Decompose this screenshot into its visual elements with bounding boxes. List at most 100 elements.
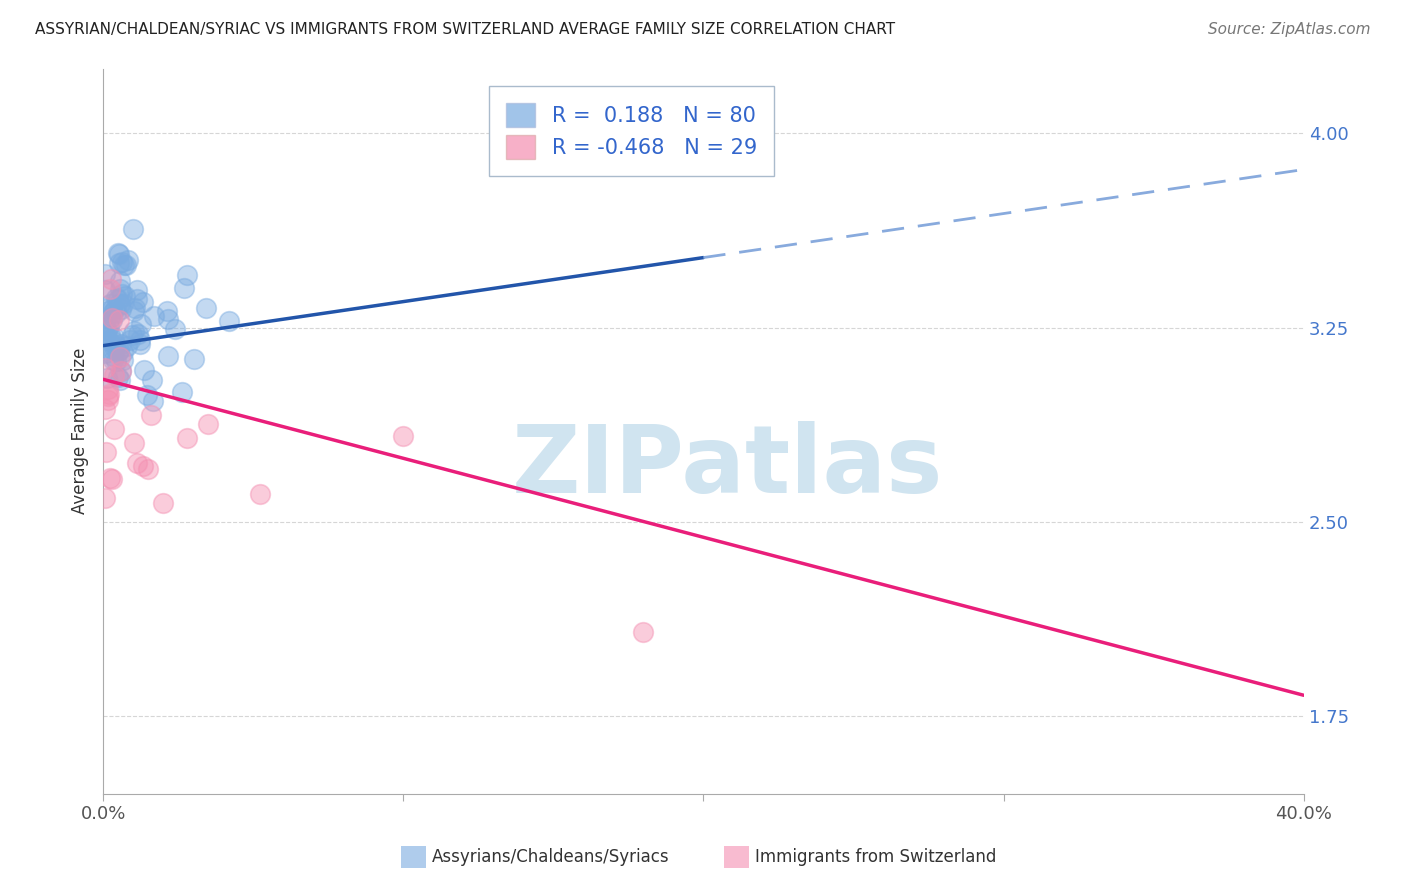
Point xyxy=(101,334,124,348)
Point xyxy=(183,351,205,366)
Point xyxy=(112,345,135,359)
Point xyxy=(101,312,124,326)
Point xyxy=(633,625,655,640)
Point xyxy=(107,256,129,270)
Point xyxy=(101,349,124,363)
Point xyxy=(107,246,129,260)
Point xyxy=(176,431,198,445)
Point xyxy=(108,247,131,261)
Point xyxy=(97,392,120,407)
Point xyxy=(107,312,129,326)
Point xyxy=(103,368,125,382)
Point xyxy=(98,297,121,311)
Text: ASSYRIAN/CHALDEAN/SYRIAC VS IMMIGRANTS FROM SWITZERLAND AVERAGE FAMILY SIZE CORR: ASSYRIAN/CHALDEAN/SYRIAC VS IMMIGRANTS F… xyxy=(35,22,896,37)
Point xyxy=(111,255,134,269)
Point xyxy=(131,294,153,309)
Point xyxy=(131,459,153,474)
Point xyxy=(128,337,150,351)
Point xyxy=(122,222,145,236)
Point xyxy=(107,369,129,384)
Point xyxy=(129,318,152,332)
Point xyxy=(98,282,121,296)
Point xyxy=(103,343,125,357)
Point xyxy=(121,328,143,343)
Point xyxy=(141,408,163,422)
Point xyxy=(103,330,125,344)
Point xyxy=(122,436,145,450)
Point xyxy=(93,267,115,281)
Point xyxy=(120,333,142,347)
Point xyxy=(108,297,131,311)
Point xyxy=(100,305,122,319)
Point xyxy=(97,387,120,401)
Point xyxy=(97,389,120,403)
Point xyxy=(96,382,118,396)
Text: Source: ZipAtlas.com: Source: ZipAtlas.com xyxy=(1208,22,1371,37)
Point xyxy=(110,337,132,351)
Legend: R =  0.188   N = 80, R = -0.468   N = 29: R = 0.188 N = 80, R = -0.468 N = 29 xyxy=(489,87,773,176)
Point xyxy=(100,272,122,286)
Text: Immigrants from Switzerland: Immigrants from Switzerland xyxy=(755,848,997,866)
Point xyxy=(93,401,115,416)
Point xyxy=(142,394,165,409)
Point xyxy=(108,274,131,288)
Point xyxy=(173,281,195,295)
Point xyxy=(124,301,146,315)
Point xyxy=(112,258,135,272)
Point xyxy=(110,364,132,378)
Point xyxy=(156,303,179,318)
Point xyxy=(249,487,271,501)
Point xyxy=(104,338,127,352)
Point xyxy=(94,445,117,459)
Point xyxy=(128,333,150,347)
Point xyxy=(170,384,193,399)
Text: Assyrians/Chaldeans/Syriacs: Assyrians/Chaldeans/Syriacs xyxy=(432,848,669,866)
Point xyxy=(125,283,148,297)
Point xyxy=(104,306,127,320)
Point xyxy=(112,297,135,311)
Point xyxy=(127,327,149,342)
Point xyxy=(218,314,240,328)
Point xyxy=(107,345,129,359)
Point xyxy=(98,310,121,325)
Point xyxy=(117,338,139,352)
Point xyxy=(94,323,117,337)
Point xyxy=(96,323,118,337)
Point xyxy=(112,352,135,367)
Point xyxy=(104,302,127,317)
Point xyxy=(136,388,159,402)
Point xyxy=(100,471,122,485)
Point xyxy=(392,428,415,442)
Point xyxy=(197,417,219,431)
Point xyxy=(122,304,145,318)
Point xyxy=(110,350,132,364)
Point xyxy=(103,340,125,354)
Point xyxy=(156,311,179,326)
Point xyxy=(93,361,115,376)
Point xyxy=(117,253,139,268)
Point xyxy=(122,324,145,338)
Point xyxy=(101,353,124,368)
Point xyxy=(101,301,124,316)
Point xyxy=(101,310,124,325)
Point xyxy=(104,354,127,368)
Point xyxy=(176,268,198,283)
Point xyxy=(110,302,132,317)
Point xyxy=(94,329,117,343)
Point xyxy=(107,292,129,306)
Point xyxy=(138,462,160,476)
Point xyxy=(93,491,115,506)
Point xyxy=(96,371,118,385)
Point xyxy=(127,457,149,471)
Point xyxy=(97,318,120,333)
Point xyxy=(94,283,117,297)
Point xyxy=(93,315,115,329)
Point xyxy=(110,373,132,387)
Point xyxy=(143,310,166,324)
Point xyxy=(111,287,134,301)
Point xyxy=(103,421,125,435)
Point xyxy=(98,327,121,342)
Point xyxy=(141,373,163,387)
Point xyxy=(152,496,174,510)
Point xyxy=(132,363,155,377)
